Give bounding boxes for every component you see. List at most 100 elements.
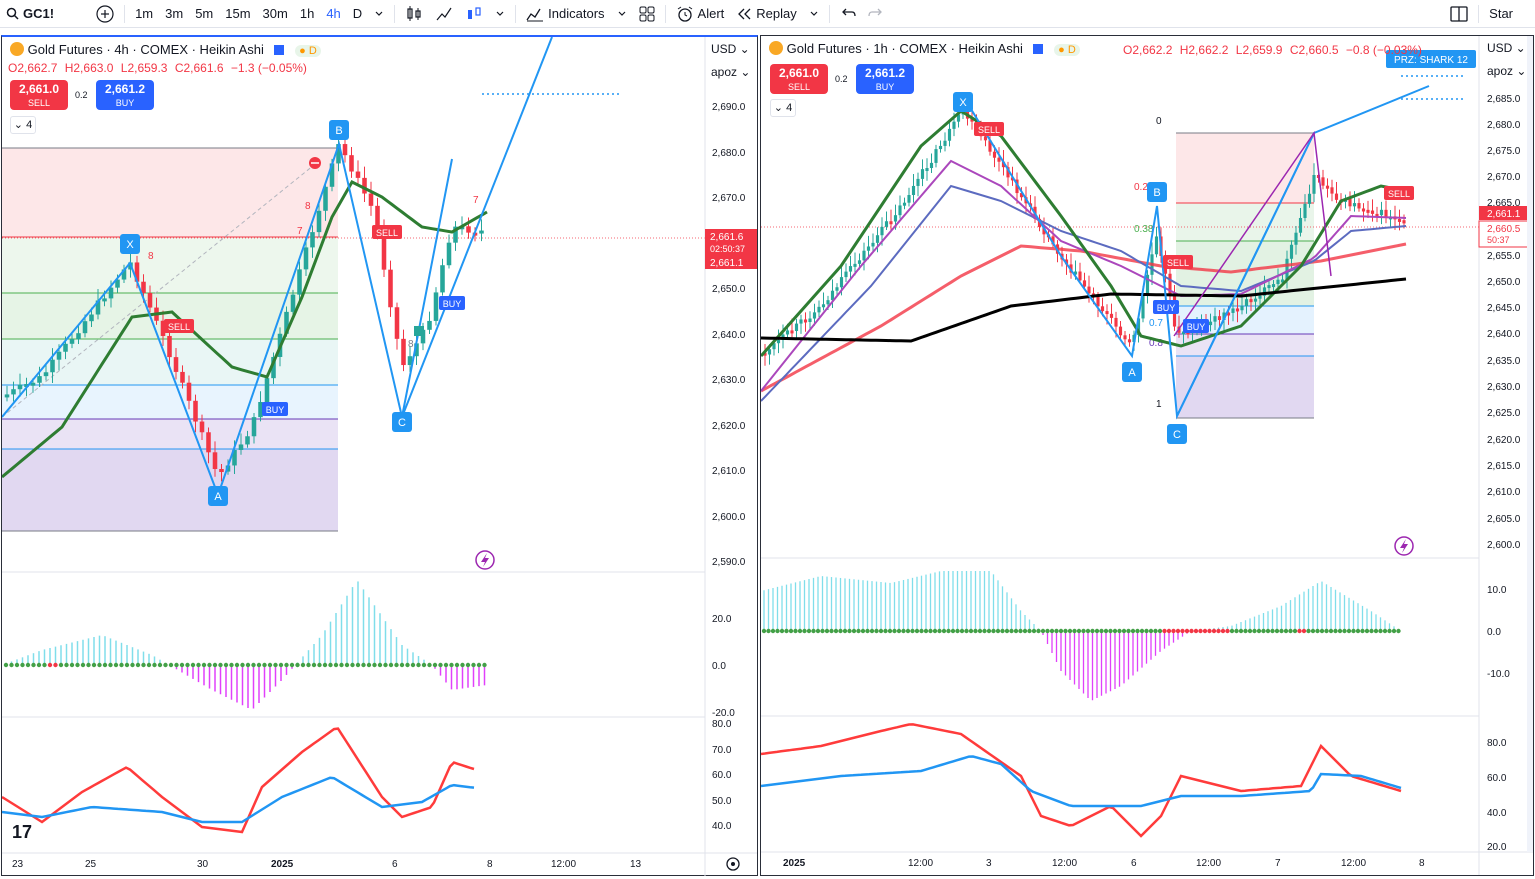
- interval-4h[interactable]: 4h: [326, 6, 341, 21]
- buy-signal-tag[interactable]: BUY: [1153, 300, 1179, 314]
- macd-dot: [245, 662, 251, 668]
- macd-dot: [968, 628, 974, 634]
- buy-signal-tag[interactable]: BUY: [439, 296, 465, 310]
- candle-body: [381, 230, 387, 270]
- macd-dot: [1063, 628, 1068, 634]
- symbol-search[interactable]: GC1!: [0, 0, 60, 28]
- heikin-ashi-button[interactable]: [459, 0, 489, 28]
- legend-collapse-button[interactable]: ⌄ 4: [770, 99, 796, 117]
- pattern-point-a[interactable]: A: [208, 486, 228, 506]
- sell-label: SELL: [27, 98, 51, 108]
- pattern-point-c[interactable]: C: [392, 412, 412, 432]
- macd-tick: 0.0: [1487, 627, 1501, 638]
- rsi-tick: 20.0: [1487, 842, 1507, 853]
- pattern-point-c[interactable]: C: [1167, 424, 1187, 444]
- macd-dot: [1270, 628, 1275, 634]
- layouts-button[interactable]: [633, 0, 661, 28]
- fib-zone: [2, 449, 338, 531]
- buy-button[interactable]: 2,661.2 BUY: [856, 64, 914, 94]
- macd-dot: [829, 628, 834, 634]
- chart-style-dropdown[interactable]: [489, 0, 511, 28]
- candle-body: [1235, 308, 1240, 312]
- line-style-button[interactable]: [429, 0, 459, 28]
- candle-body: [1181, 331, 1186, 335]
- interval-30m[interactable]: 30m: [262, 6, 288, 21]
- chart-canvas-1h[interactable]: 0 0.2 0.38 0.7 0.8 1 X A B C SELL SELL S…: [761, 36, 1533, 875]
- pattern-point-b[interactable]: B: [329, 120, 349, 140]
- layout-toggle-button[interactable]: [1444, 0, 1474, 28]
- axis-scroll-strip[interactable]: [1527, 36, 1533, 852]
- buy-signal-tag[interactable]: BUY: [262, 402, 288, 416]
- candle-body: [258, 401, 263, 418]
- interval-d[interactable]: D: [352, 6, 363, 21]
- macd-dot: [761, 628, 767, 634]
- prz-label[interactable]: PRZ: SHARK 12: [1386, 50, 1476, 68]
- buy-signal-tag[interactable]: BUY: [1183, 319, 1209, 333]
- sell-signal-tag[interactable]: SELL: [164, 319, 194, 333]
- sell-signal-tag[interactable]: SELL: [1384, 186, 1414, 200]
- macd-dot: [361, 662, 366, 668]
- lightning-icon[interactable]: [475, 550, 495, 570]
- rsi-slow-line-1h: [761, 755, 1402, 808]
- redo-button[interactable]: [862, 0, 890, 28]
- star-button[interactable]: Star: [1489, 6, 1513, 21]
- macd-dot: [416, 662, 421, 668]
- replay-dropdown[interactable]: [803, 0, 825, 28]
- macd-dot: [1261, 628, 1266, 634]
- fib-label: 0.38: [1134, 224, 1154, 235]
- macd-dot: [295, 662, 300, 668]
- chart-panel-1h[interactable]: 0 0.2 0.38 0.7 0.8 1 X A B C SELL SELL S…: [760, 35, 1534, 876]
- chart-panel-4h[interactable]: X A B C SELL SELL BUY BUY 8 8 7 7 8 2,69…: [1, 35, 758, 876]
- macd-dot: [1297, 628, 1302, 634]
- candle-body: [830, 290, 835, 301]
- pattern-point-x[interactable]: X: [120, 234, 140, 254]
- candle-body: [1325, 185, 1330, 189]
- rsi-slow-line-4h: [2, 776, 475, 824]
- indicators-dropdown[interactable]: [611, 0, 633, 28]
- interval-5m[interactable]: 5m: [195, 6, 214, 21]
- buy-price: 2,661.2: [864, 66, 906, 80]
- currency-selector[interactable]: USD ⌄: [711, 42, 750, 56]
- macd-dot: [815, 628, 821, 634]
- replay-button[interactable]: Replay: [730, 0, 802, 28]
- legend-collapse-button[interactable]: ⌄ 4: [10, 116, 36, 134]
- candle-body: [180, 371, 185, 383]
- sell-signal-tag[interactable]: SELL: [372, 225, 402, 239]
- alert-button[interactable]: Alert: [670, 0, 731, 28]
- fib-zone: [1176, 203, 1314, 241]
- scale-mode-selector[interactable]: apoz ⌄: [1487, 64, 1527, 78]
- settings-gear-icon[interactable]: [726, 857, 740, 871]
- compare-add-button[interactable]: [90, 0, 120, 28]
- macd-dot: [306, 662, 311, 668]
- candle-body: [970, 118, 974, 122]
- sell-button[interactable]: 2,661.0 SELL: [770, 64, 828, 94]
- undo-button[interactable]: [834, 0, 862, 28]
- interval-3m[interactable]: 3m: [165, 6, 184, 21]
- tradingview-logo-icon[interactable]: 17: [12, 822, 32, 842]
- pattern-point-x[interactable]: X: [953, 92, 973, 112]
- chart-legend-4h[interactable]: Gold Futures · 4h · COMEX · Heikin Ashi …: [10, 42, 321, 57]
- pattern-point-a[interactable]: A: [1122, 362, 1142, 382]
- chart-legend-1h[interactable]: Gold Futures · 1h · COMEX · Heikin Ashi …: [769, 41, 1080, 56]
- fib-zone: [2, 237, 338, 293]
- pattern-point-b[interactable]: B: [1147, 182, 1167, 202]
- sell-signal-tag[interactable]: SELL: [1163, 255, 1193, 269]
- lightning-icon[interactable]: [1394, 536, 1414, 556]
- sell-button[interactable]: 2,661.0 SELL: [10, 80, 68, 110]
- bars-style-button[interactable]: [399, 0, 429, 28]
- scale-mode-selector[interactable]: apoz ⌄: [711, 65, 751, 79]
- candle-body: [875, 235, 880, 243]
- entry-marker[interactable]: [414, 326, 424, 336]
- currency-selector[interactable]: USD ⌄: [1487, 41, 1526, 55]
- interval-1m[interactable]: 1m: [135, 6, 154, 21]
- indicators-button[interactable]: Indicators: [520, 0, 610, 28]
- buy-button[interactable]: 2,661.2 BUY: [96, 80, 154, 110]
- svg-text:C: C: [398, 417, 406, 429]
- interval-dropdown[interactable]: [368, 0, 390, 28]
- candle-body: [808, 318, 812, 323]
- macd-dot: [1207, 628, 1212, 634]
- interval-1h[interactable]: 1h: [299, 6, 315, 21]
- sell-signal-tag[interactable]: SELL: [974, 122, 1004, 136]
- interval-15m[interactable]: 15m: [225, 6, 251, 21]
- chart-canvas-4h[interactable]: X A B C SELL SELL BUY BUY 8 8 7 7 8 2,69…: [2, 37, 757, 876]
